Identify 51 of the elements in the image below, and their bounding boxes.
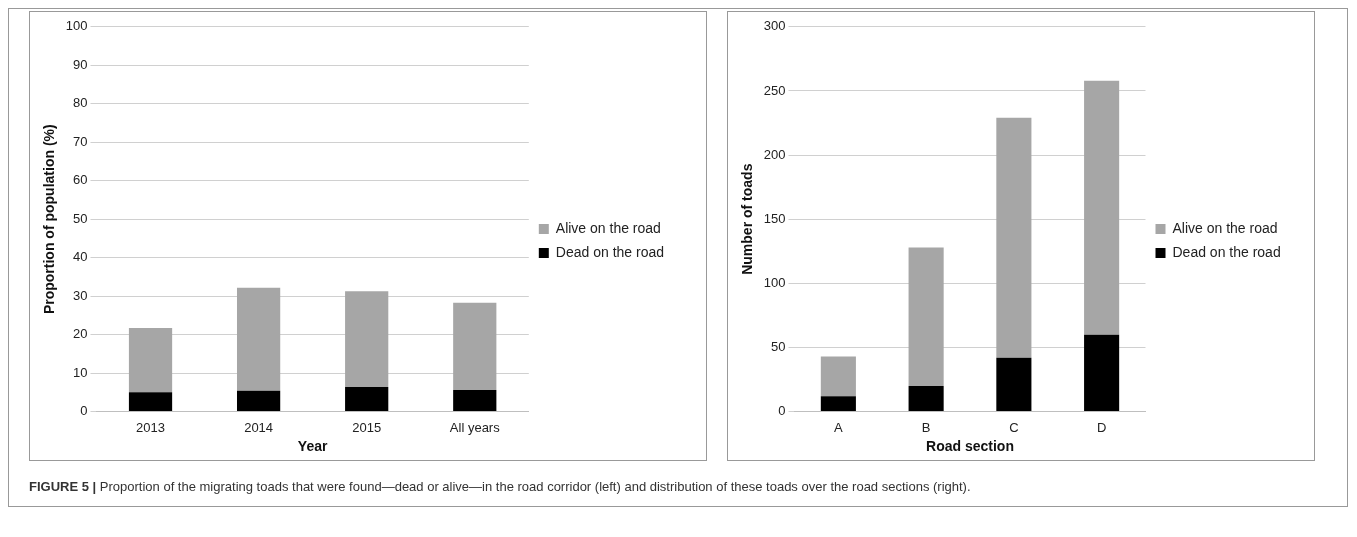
x-tick-label: D	[1096, 419, 1107, 435]
y-tick-label: 80	[73, 95, 88, 111]
y-tick-label: 90	[73, 56, 88, 72]
y-tick-label: 150	[763, 210, 786, 226]
legend-label: Dead on the road	[1172, 243, 1281, 260]
legend-label: Dead on the road	[555, 243, 665, 260]
caption: FIGURE 5 | Proportion of the migrating toads that were found—dead or alive—in the road corridor (left) and distribution of these toads over the road sections (right).	[29, 479, 971, 494]
y-tick-label: 200	[763, 146, 786, 162]
x-tick-label: 2013	[136, 419, 165, 435]
bar	[453, 302, 497, 391]
bar	[128, 392, 173, 412]
bar	[236, 390, 281, 412]
y-axis-title: Proportion of population (%)	[41, 124, 58, 315]
y-tick-label: 50	[771, 339, 786, 355]
bar	[345, 291, 389, 387]
y-tick-label: 70	[73, 133, 88, 149]
y-tick-label: 100	[763, 274, 786, 290]
x-axis-title: Road section	[926, 438, 1014, 455]
y-tick-label: 30	[73, 287, 88, 303]
x-tick-label: B	[921, 419, 931, 435]
y-tick-label: 0	[778, 403, 786, 419]
y-tick-label: 0	[80, 403, 88, 419]
x-tick-label: 2014	[244, 419, 274, 435]
y-tick-label: 250	[763, 82, 786, 98]
y-tick-label: 20	[73, 326, 88, 342]
y-tick-label: 60	[73, 172, 88, 188]
x-tick-label: 2015	[352, 419, 382, 435]
bar	[908, 247, 944, 386]
x-tick-label: A	[834, 419, 844, 435]
bar	[820, 356, 856, 397]
bar	[345, 386, 389, 412]
bar	[236, 287, 281, 391]
bar	[1084, 80, 1120, 335]
y-tick-label: 300	[763, 18, 786, 34]
y-tick-label: 100	[65, 18, 88, 34]
legend-label: Alive on the road	[1172, 219, 1278, 236]
x-tick-label: All years	[449, 419, 501, 435]
bar	[996, 357, 1032, 412]
y-tick-label: 50	[73, 210, 88, 226]
y-tick-label: 40	[73, 249, 88, 265]
bar	[908, 385, 944, 412]
bar	[820, 396, 856, 412]
bar	[1084, 334, 1120, 412]
x-axis-title: Year	[297, 438, 328, 455]
bar	[996, 117, 1032, 358]
bar	[453, 390, 497, 412]
y-axis-title: Number of toads	[739, 163, 756, 275]
legend-label: Alive on the road	[555, 219, 661, 236]
bar	[128, 328, 173, 393]
y-tick-label: 10	[73, 364, 88, 380]
x-tick-label: C	[1009, 419, 1019, 435]
